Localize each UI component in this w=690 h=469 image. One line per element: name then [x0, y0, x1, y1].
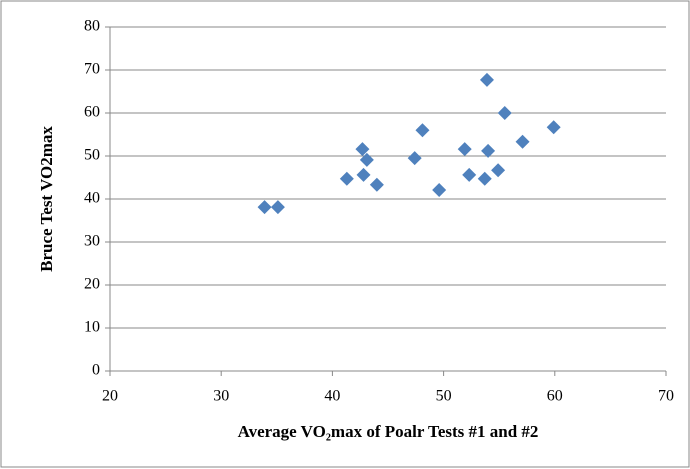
data-point [481, 143, 496, 158]
y-tick-label: 20 [84, 276, 100, 293]
x-tick-label: 20 [102, 388, 118, 405]
data-point [257, 200, 272, 215]
y-tick-label: 40 [84, 190, 100, 207]
y-tick-label: 0 [92, 362, 100, 379]
data-point [369, 177, 384, 192]
x-tick-label: 30 [213, 388, 229, 405]
data-point [546, 120, 561, 135]
y-tick-label: 30 [84, 233, 100, 250]
data-point [515, 134, 530, 149]
y-tick-label: 50 [84, 147, 100, 164]
x-tick-label: 60 [547, 388, 563, 405]
data-point [415, 123, 430, 138]
y-tick-label: 70 [84, 61, 100, 78]
x-tick-label: 50 [436, 388, 452, 405]
data-point [432, 182, 447, 197]
data-point [477, 171, 492, 186]
data-point [356, 167, 371, 182]
data-point [339, 171, 354, 186]
data-point [462, 167, 477, 182]
x-tick-label: 70 [658, 388, 674, 405]
x-tick-label: 40 [324, 388, 340, 405]
x-axis-label: Average VO₂max of Poalr Tests #1 and #2 [238, 422, 539, 441]
y-axis-label: Bruce Test VO2max [37, 126, 56, 272]
y-tick-label: 10 [84, 319, 100, 336]
data-point [270, 200, 285, 215]
data-point [497, 106, 512, 120]
y-tick-label: 80 [84, 18, 100, 35]
data-point [479, 72, 494, 87]
y-tick-label: 60 [84, 104, 100, 121]
data-point [457, 142, 472, 157]
data-point [355, 142, 370, 157]
data-point [407, 151, 422, 166]
data-point [359, 152, 374, 167]
data-point [491, 163, 506, 178]
